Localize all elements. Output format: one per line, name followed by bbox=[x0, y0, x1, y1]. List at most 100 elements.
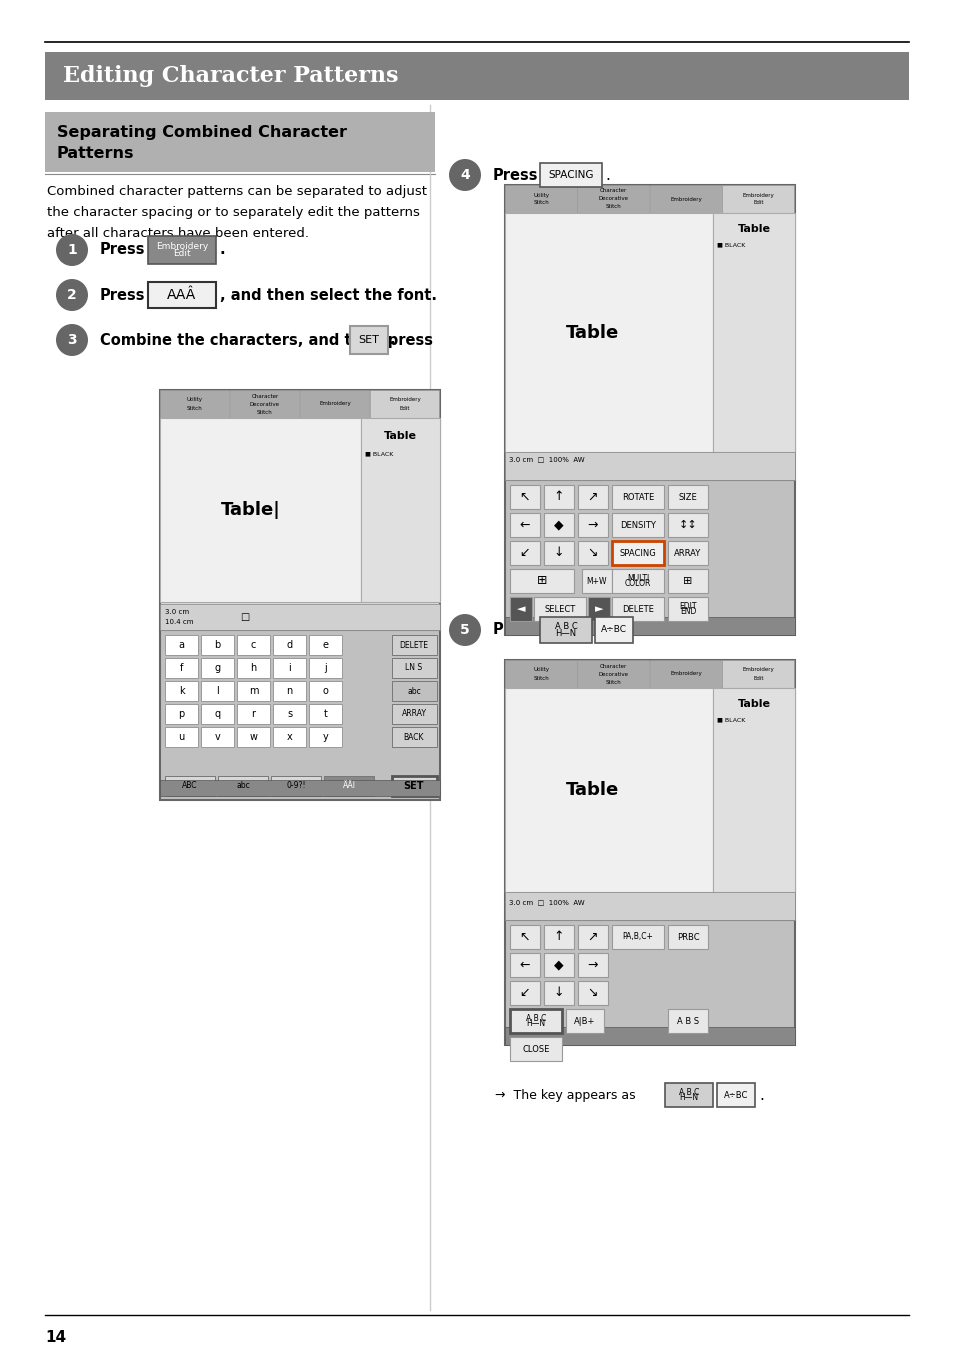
Text: Utility: Utility bbox=[187, 397, 203, 402]
Bar bbox=[578, 981, 607, 1004]
Text: CLOSE: CLOSE bbox=[521, 1045, 549, 1053]
Bar bbox=[165, 657, 198, 678]
Circle shape bbox=[56, 234, 88, 266]
Text: 14: 14 bbox=[45, 1330, 66, 1345]
Text: s: s bbox=[287, 709, 292, 720]
Text: ↘: ↘ bbox=[587, 547, 598, 559]
Bar bbox=[201, 703, 233, 724]
Text: i: i bbox=[288, 663, 291, 674]
Bar bbox=[309, 634, 341, 655]
Text: 3: 3 bbox=[67, 333, 77, 347]
Text: A B S: A B S bbox=[677, 1017, 699, 1026]
Text: Table: Table bbox=[737, 699, 770, 709]
Text: A÷BC: A÷BC bbox=[723, 1091, 747, 1099]
Text: ◆: ◆ bbox=[554, 518, 563, 532]
Bar bbox=[612, 541, 663, 566]
Text: Table|: Table| bbox=[220, 501, 280, 518]
Circle shape bbox=[449, 159, 480, 190]
Bar bbox=[392, 680, 436, 701]
Bar bbox=[273, 657, 306, 678]
Bar bbox=[667, 485, 707, 509]
Text: Edit: Edit bbox=[399, 405, 410, 410]
Text: AAÂ: AAÂ bbox=[167, 288, 196, 302]
Text: f: f bbox=[179, 663, 183, 674]
Bar bbox=[649, 185, 721, 213]
Bar bbox=[578, 485, 607, 509]
Text: Embroidery: Embroidery bbox=[742, 667, 774, 672]
Bar bbox=[236, 680, 270, 701]
Text: Edit: Edit bbox=[173, 248, 191, 258]
Bar bbox=[721, 660, 794, 688]
Text: ↙: ↙ bbox=[519, 547, 530, 559]
Text: H—N: H—N bbox=[555, 629, 576, 637]
Bar bbox=[595, 617, 633, 643]
Text: Embroidery: Embroidery bbox=[670, 671, 701, 676]
Text: Editing Character Patterns: Editing Character Patterns bbox=[63, 65, 398, 86]
Text: ARRAY: ARRAY bbox=[401, 710, 426, 718]
Bar bbox=[165, 634, 198, 655]
Bar bbox=[273, 728, 306, 747]
Text: ◆: ◆ bbox=[554, 958, 563, 972]
Text: Table: Table bbox=[384, 431, 416, 441]
Text: DELETE: DELETE bbox=[399, 640, 428, 649]
Text: 3.0 cm  ÷+  0.00 cm  □  1: 3.0 cm ÷+ 0.00 cm □ 1 bbox=[509, 926, 609, 934]
Bar bbox=[165, 680, 198, 701]
Text: →: → bbox=[587, 958, 598, 972]
Bar bbox=[667, 568, 707, 593]
Bar bbox=[309, 680, 341, 701]
Bar bbox=[148, 282, 215, 308]
Text: Separating Combined Character: Separating Combined Character bbox=[57, 124, 347, 139]
Bar bbox=[160, 780, 439, 796]
Text: DENSITY: DENSITY bbox=[619, 521, 656, 529]
Bar bbox=[664, 1083, 712, 1107]
Text: Embroidery: Embroidery bbox=[319, 401, 351, 406]
Bar bbox=[504, 688, 712, 892]
Text: ■ BLACK: ■ BLACK bbox=[717, 717, 744, 722]
Text: Embroidery: Embroidery bbox=[155, 242, 208, 251]
Bar bbox=[612, 485, 663, 509]
Text: .: . bbox=[604, 167, 609, 182]
Bar bbox=[510, 981, 539, 1004]
Text: Combine the characters, and then press: Combine the characters, and then press bbox=[100, 332, 433, 347]
Text: ←: ← bbox=[519, 958, 530, 972]
Bar bbox=[160, 603, 439, 630]
Text: 1: 1 bbox=[67, 243, 77, 256]
Text: PRBC: PRBC bbox=[676, 933, 699, 941]
Text: ↗: ↗ bbox=[587, 930, 598, 944]
Text: the character spacing or to separately edit the patterns: the character spacing or to separately e… bbox=[47, 207, 419, 219]
Text: □: □ bbox=[240, 612, 249, 622]
Bar bbox=[230, 390, 299, 418]
Text: ↓: ↓ bbox=[553, 987, 563, 999]
Text: Table: Table bbox=[565, 782, 618, 799]
Text: M+W: M+W bbox=[586, 576, 607, 586]
Text: Patterns: Patterns bbox=[57, 147, 134, 162]
Text: u: u bbox=[178, 732, 185, 742]
Bar bbox=[649, 660, 721, 688]
Bar bbox=[236, 657, 270, 678]
Text: →  The key appears as: → The key appears as bbox=[495, 1088, 635, 1102]
Text: abc: abc bbox=[236, 782, 250, 791]
Bar bbox=[201, 634, 233, 655]
Bar bbox=[504, 185, 577, 213]
Bar bbox=[510, 568, 574, 593]
Bar bbox=[577, 185, 649, 213]
Bar bbox=[271, 776, 320, 796]
Bar bbox=[218, 776, 268, 796]
Bar bbox=[543, 953, 574, 977]
Text: 10.4 cm: 10.4 cm bbox=[165, 620, 193, 625]
Bar bbox=[165, 728, 198, 747]
Text: 3.0 cm: 3.0 cm bbox=[165, 609, 189, 616]
Text: q: q bbox=[214, 709, 220, 720]
Text: ↗: ↗ bbox=[587, 490, 598, 504]
Text: COLOR: COLOR bbox=[624, 579, 651, 589]
Text: 5: 5 bbox=[459, 622, 470, 637]
Text: A|B+: A|B+ bbox=[574, 1017, 595, 1026]
Bar bbox=[165, 703, 198, 724]
Text: Decorative: Decorative bbox=[250, 401, 280, 406]
Bar bbox=[504, 617, 794, 634]
Bar bbox=[543, 981, 574, 1004]
Text: 10.4 cm  ÷+  0.00 cm  C  0°: 10.4 cm ÷+ 0.00 cm C 0° bbox=[509, 497, 616, 505]
Bar bbox=[612, 925, 663, 949]
Text: .: . bbox=[220, 243, 226, 258]
Text: ■ BLACK: ■ BLACK bbox=[717, 243, 744, 247]
